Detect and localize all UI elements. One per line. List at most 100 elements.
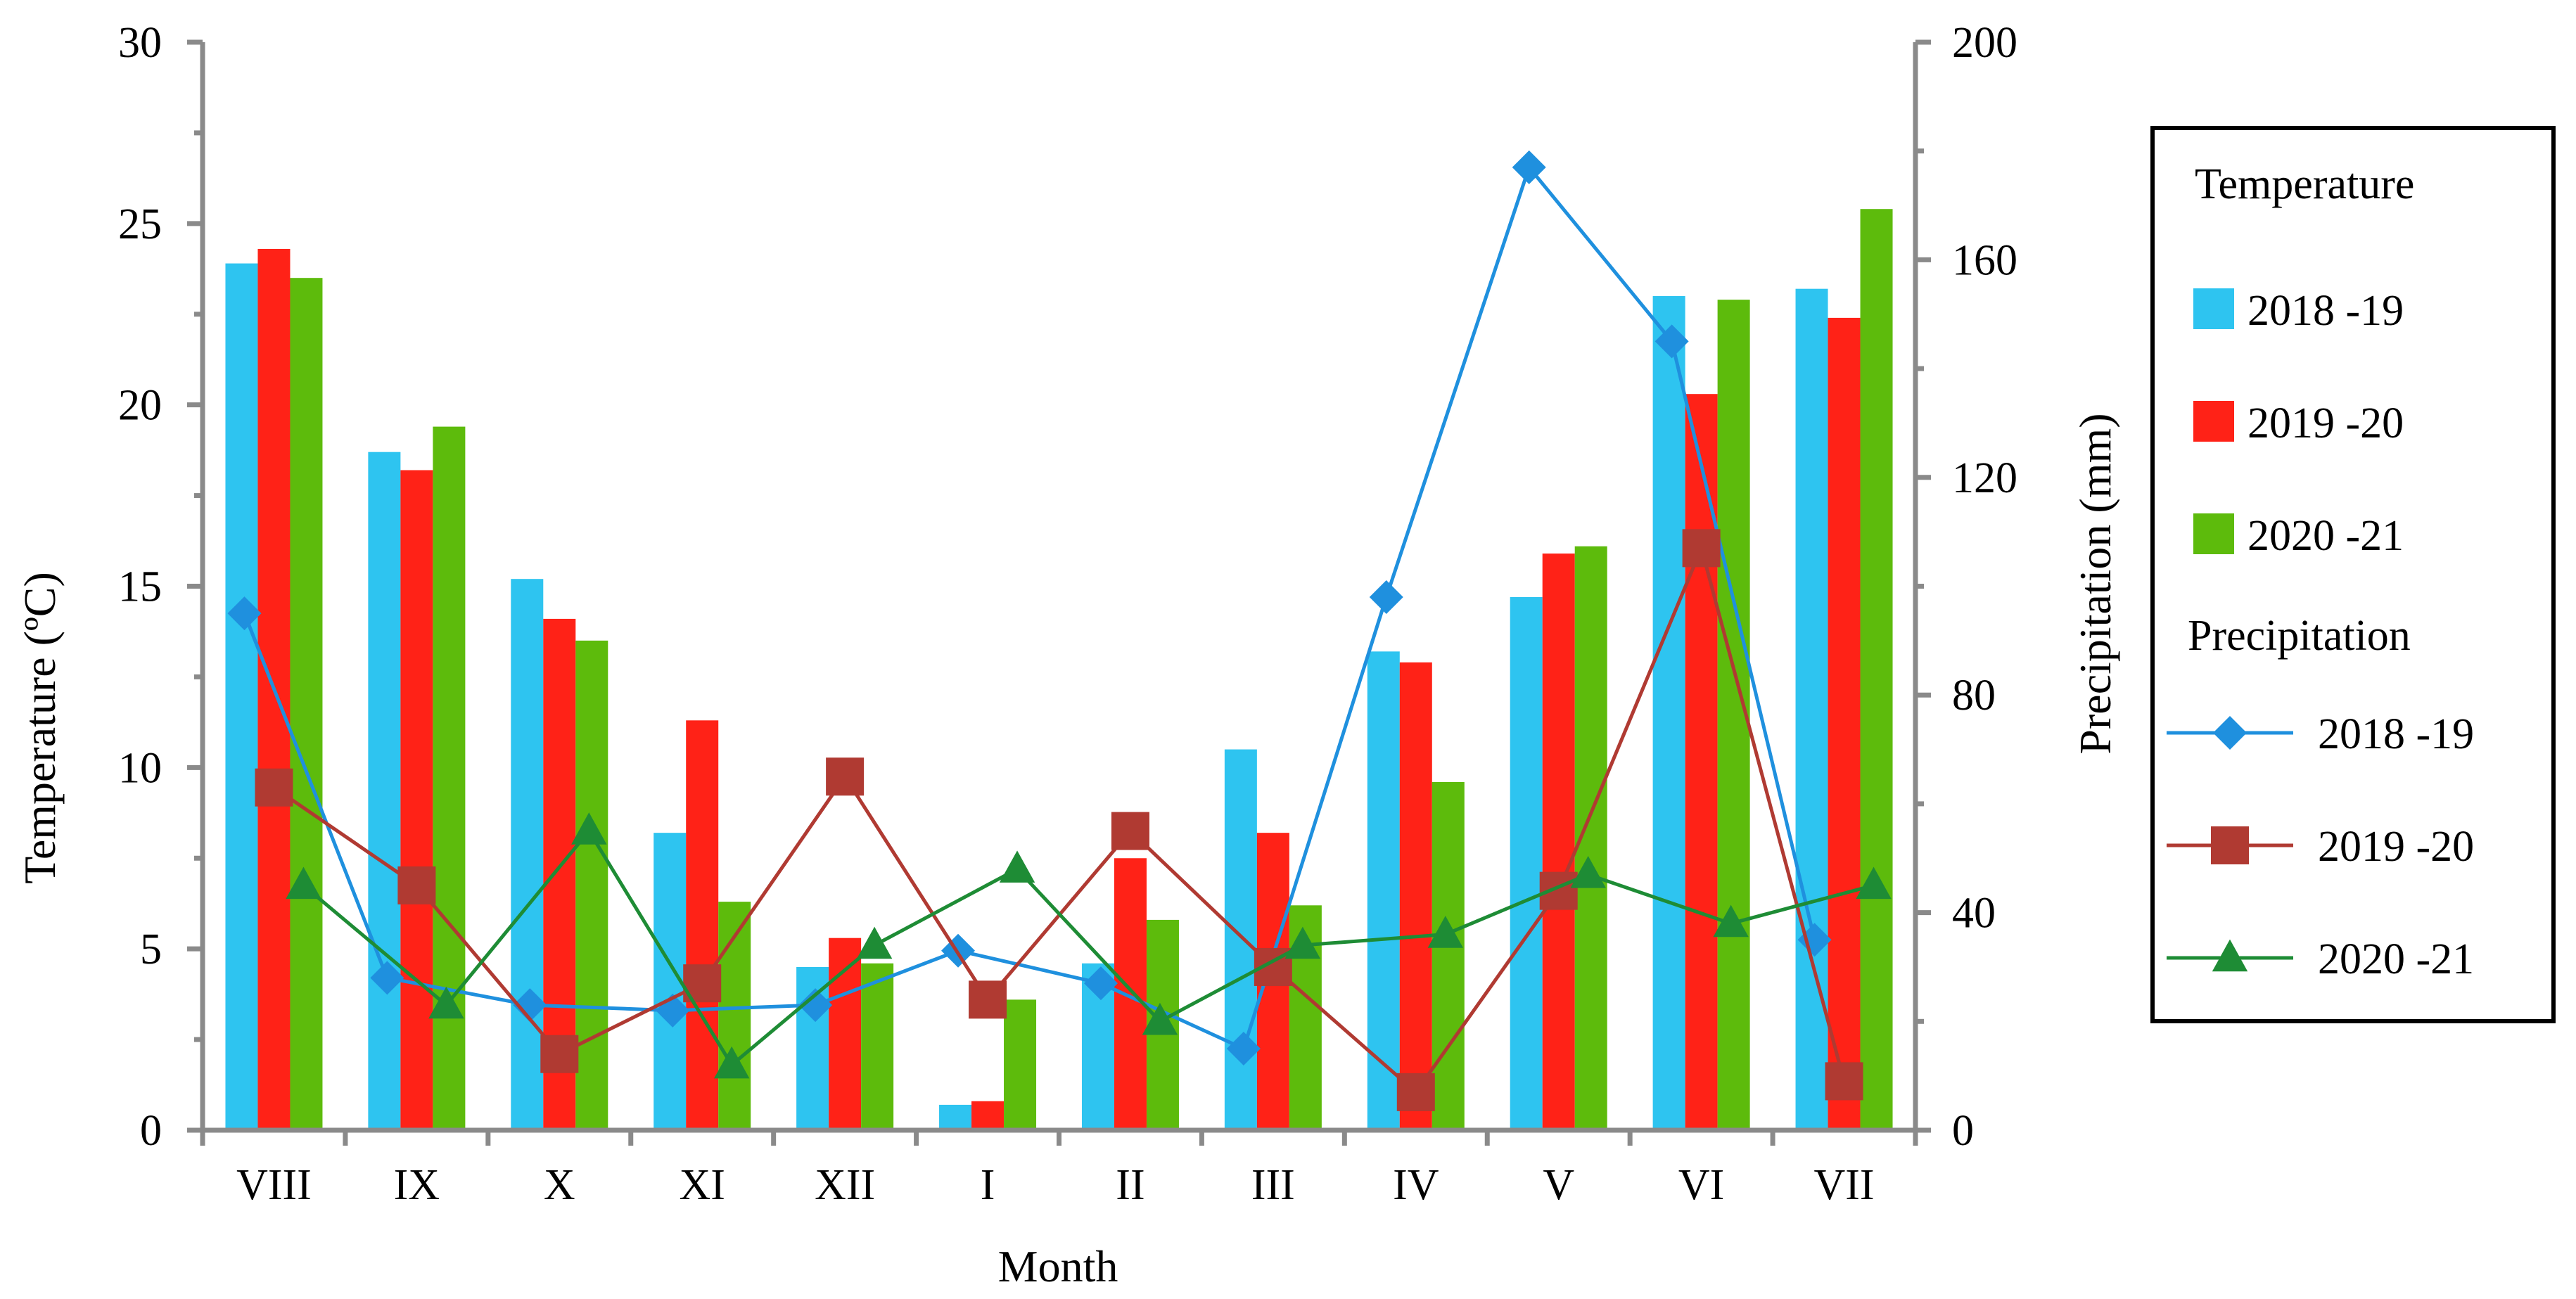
y-left-tick-label: 15 [118, 563, 162, 611]
precip-point-s1-III [1226, 1031, 1261, 1066]
x-tick-label-VIII: VIII [236, 1161, 312, 1209]
axis-labels: Month Temperature (ºC) Precipitation (mm… [15, 413, 2120, 1291]
precip-point-s2-IV [1396, 1073, 1435, 1111]
y-right-tick-label: 0 [1952, 1107, 1974, 1155]
x-tick-label-VI: VI [1678, 1161, 1724, 1209]
precip-line-s3 [302, 829, 1875, 1067]
bar-temp-s2-VI [1685, 394, 1718, 1130]
bar-temp-s3-XI [718, 902, 751, 1130]
bar-temp-s2-XII [829, 938, 862, 1130]
y-axis-left-title: Temperature (ºC) [15, 572, 65, 884]
y-left-tick-label: 30 [118, 19, 162, 67]
legend-marker-precip-2 [2211, 826, 2249, 864]
y-left-tick-label: 5 [140, 926, 162, 973]
x-tick-label-VII: VII [1814, 1161, 1875, 1209]
precip-point-s3-IV [1427, 916, 1463, 948]
precip-point-s3-IX [428, 986, 464, 1019]
bar-temp-s2-IV [1399, 662, 1432, 1130]
bar-temp-s2-IX [400, 470, 433, 1130]
precip-point-s2-VII [1825, 1062, 1863, 1101]
precip-line-s2 [273, 546, 1846, 1094]
precip-point-s1-XII [798, 988, 833, 1023]
bar-temp-s3-XII [861, 963, 894, 1130]
bar-temp-s1-I [939, 1104, 972, 1130]
precip-point-s3-II [1142, 1002, 1178, 1035]
precip-point-s1-IX [370, 961, 404, 995]
bar-temp-s1-X [511, 579, 544, 1130]
precip-point-s3-I [999, 850, 1035, 883]
legend-label-temp-3: 2020 -21 [2247, 512, 2404, 560]
y-right-tick-label: 80 [1952, 672, 1996, 719]
x-tick-label-II: II [1116, 1161, 1144, 1209]
legend-label-precip-3: 2020 -21 [2318, 935, 2474, 983]
precipitation-lines [227, 150, 1892, 1111]
legend-marker-precip-3 [2212, 939, 2248, 972]
bar-temp-s2-XI [686, 720, 719, 1130]
bar-temp-s1-III [1224, 749, 1257, 1130]
precip-point-s2-VI [1682, 529, 1721, 568]
legend-swatch-temp-1 [2193, 288, 2234, 329]
legend-label-temp-2: 2019 -20 [2247, 399, 2404, 447]
precip-point-s3-XII [856, 926, 893, 959]
precip-point-s2-II [1111, 812, 1149, 850]
precip-point-s2-XII [826, 757, 865, 796]
temperature-bars [225, 209, 1893, 1131]
x-tick-label-I: I [981, 1161, 995, 1209]
x-tick-label-III: III [1251, 1161, 1295, 1209]
bar-temp-s1-V [1510, 596, 1543, 1130]
legend-swatch-temp-3 [2193, 513, 2234, 554]
legend-marker-precip-1 [2213, 716, 2247, 750]
precip-point-s1-II [1083, 966, 1118, 1001]
y-right-tick-label: 120 [1952, 454, 2017, 502]
bar-temp-s3-IV [1432, 781, 1465, 1130]
bar-temp-s3-IX [433, 426, 466, 1130]
bar-temp-s1-VII [1795, 288, 1828, 1130]
x-tick-label-V: V [1543, 1161, 1574, 1209]
precip-point-s3-V [1570, 856, 1606, 888]
y-left-tick-label: 10 [118, 744, 162, 792]
precip-point-s1-VII [1797, 923, 1832, 957]
y-axis-right-title: Precipitation (mm) [2070, 413, 2120, 754]
bar-temp-s1-VI [1652, 295, 1685, 1130]
y-left-tick-label: 20 [118, 382, 162, 430]
precip-point-s3-VII [1856, 866, 1892, 900]
precip-point-s2-X [540, 1035, 579, 1073]
y-left-tick-label: 25 [118, 200, 162, 248]
legend-swatch-temp-2 [2193, 401, 2234, 442]
bar-temp-s2-II [1114, 858, 1147, 1130]
x-tick-label-X: X [544, 1161, 575, 1209]
precip-point-s3-III [1284, 926, 1321, 959]
precip-point-s1-IV [1369, 580, 1403, 614]
precip-point-s1-X [513, 988, 547, 1023]
bar-temp-s3-X [575, 640, 608, 1130]
legend: Temperature 2018 -19 2019 -20 2020 -21 Preci… [2150, 126, 2556, 1023]
x-tick-label-IX: IX [394, 1161, 440, 1209]
x-tick-label-XII: XII [815, 1161, 875, 1209]
legend-box [2150, 126, 2556, 1023]
bar-temp-s2-V [1542, 553, 1575, 1130]
precip-point-s3-XI [714, 1046, 750, 1079]
bar-temp-s3-I [1004, 999, 1037, 1130]
precip-point-s1-VI [1654, 324, 1689, 359]
x-axis-title: Month [998, 1241, 1118, 1291]
legend-label-temp-1: 2018 -19 [2247, 287, 2404, 335]
bar-temp-s3-VII [1860, 209, 1893, 1130]
precip-point-s1-V [1512, 150, 1546, 184]
legend-label-precip-1: 2018 -19 [2318, 710, 2474, 758]
x-tick-label-XI: XI [679, 1161, 725, 1209]
bar-temp-s1-VIII [225, 263, 258, 1131]
bar-temp-s2-VII [1828, 317, 1861, 1130]
bar-temp-s3-VIII [290, 278, 323, 1130]
precip-point-s2-I [969, 980, 1007, 1019]
y-right-tick-label: 160 [1952, 236, 2017, 284]
precip-line-s1 [243, 165, 1816, 1051]
legend-precipitation-heading: Precipitation [2188, 612, 2411, 660]
precip-point-s3-VIII [286, 866, 321, 900]
bar-temp-s2-I [971, 1101, 1005, 1130]
bar-temp-s1-IX [368, 452, 401, 1130]
legend-temperature-heading: Temperature [2195, 160, 2414, 208]
x-tick-label-IV: IV [1393, 1161, 1439, 1209]
